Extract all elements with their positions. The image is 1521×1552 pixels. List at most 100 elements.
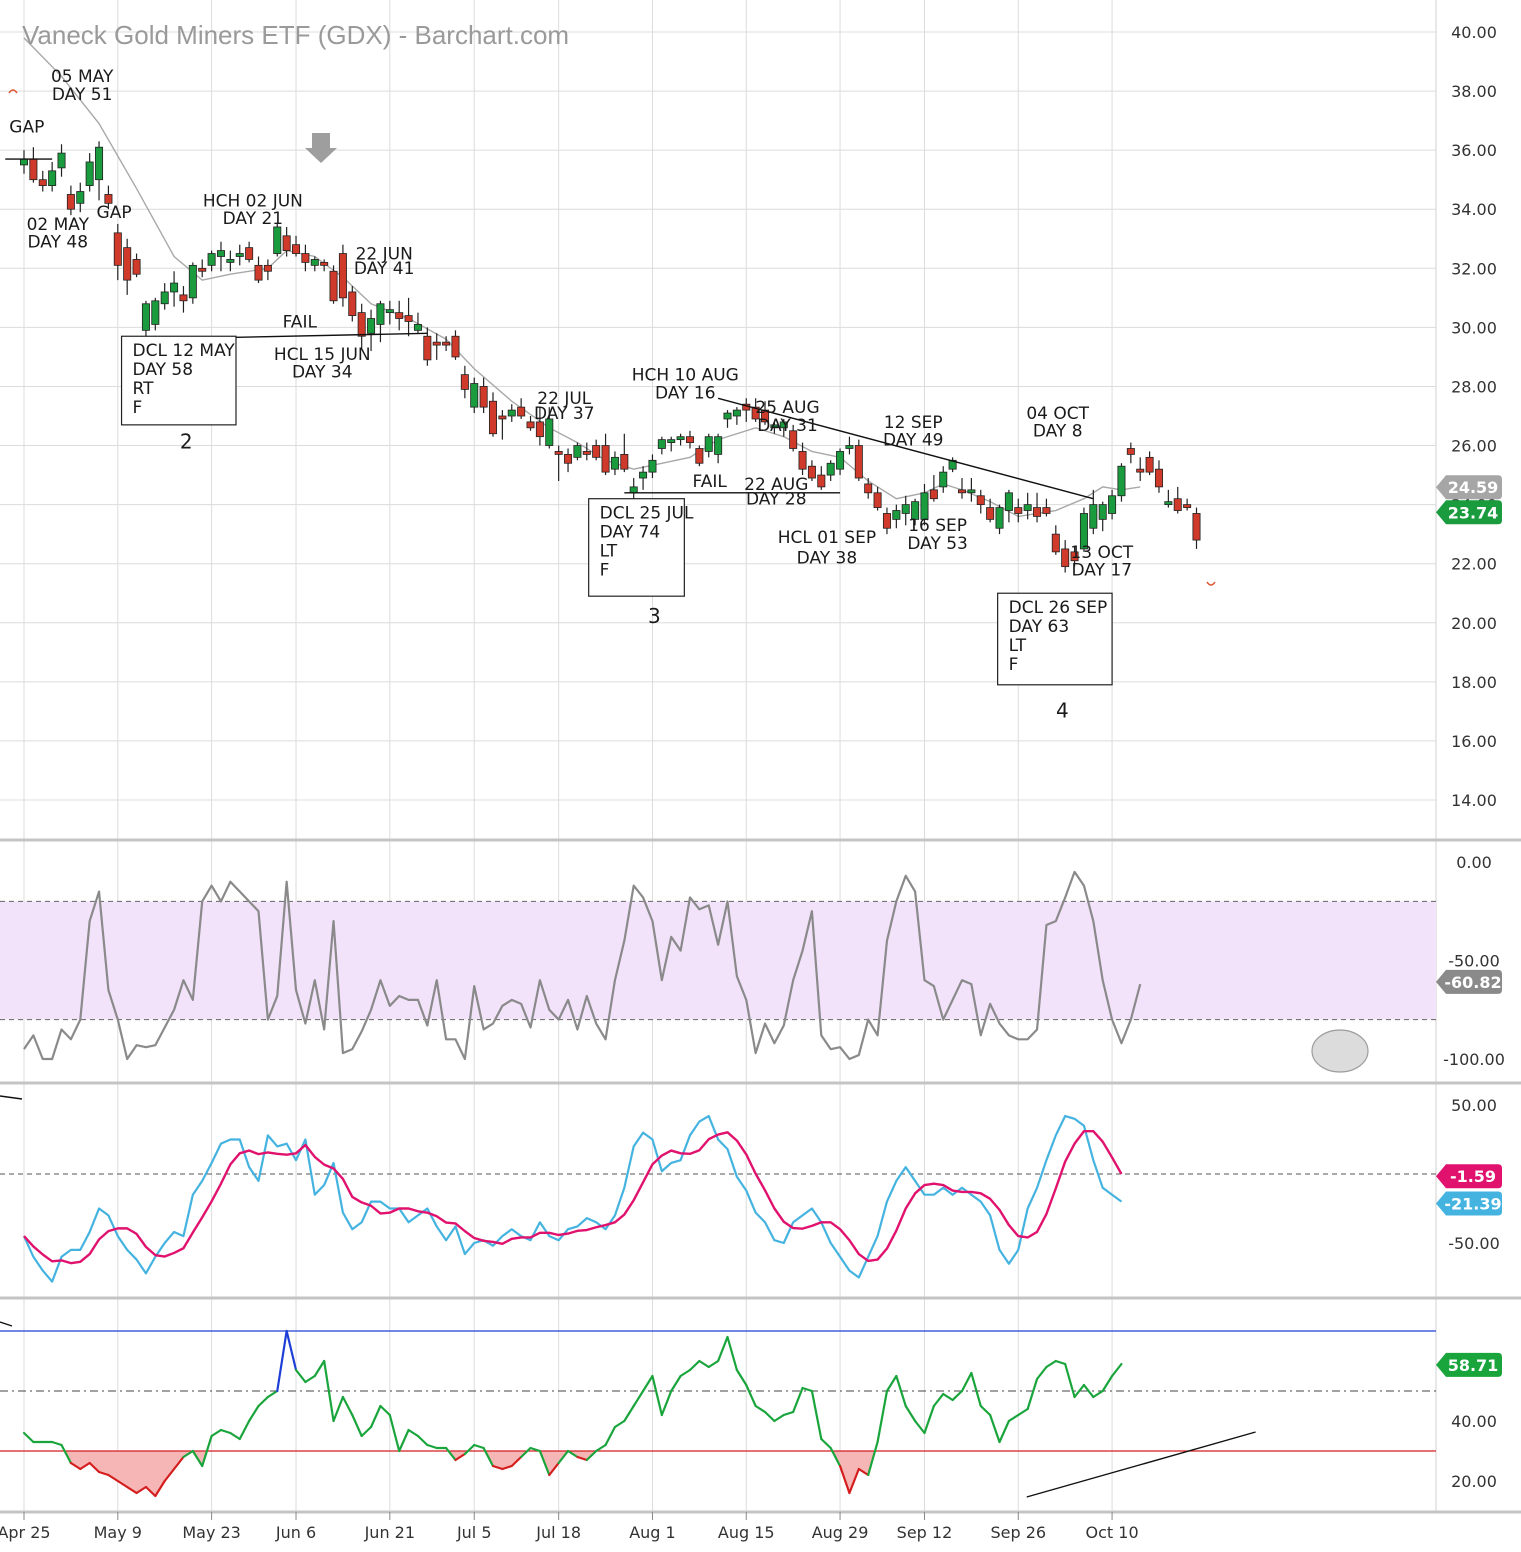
- rsi-segment: [960, 1371, 973, 1393]
- rsi-segment: [857, 1467, 870, 1477]
- rsi-segment: [69, 1461, 82, 1471]
- candle: [761, 401, 770, 425]
- candle-body: [1079, 513, 1088, 550]
- candle: [95, 141, 104, 201]
- candle-body: [610, 456, 619, 470]
- annotation-label: DAY 16: [655, 383, 716, 403]
- candle-body: [761, 409, 770, 423]
- candle-body: [179, 294, 188, 302]
- candle-body: [470, 383, 479, 408]
- candle: [545, 407, 554, 449]
- rsi-segment: [1026, 1377, 1039, 1411]
- candle-body: [817, 474, 826, 488]
- cycle-box-line: DCL 12 MAY: [133, 341, 236, 361]
- candle-body: [432, 341, 441, 346]
- candle: [920, 483, 929, 526]
- rsi-segment: [735, 1368, 748, 1387]
- candle: [329, 265, 338, 304]
- rsi-segment: [904, 1404, 917, 1423]
- annotation-label: DAY 48: [28, 233, 89, 253]
- candle: [113, 224, 122, 281]
- candle: [338, 244, 347, 307]
- oversold-fill: [539, 1451, 569, 1475]
- candle: [976, 489, 985, 514]
- candle: [986, 498, 995, 523]
- rsi-tick-label: 20.00: [1451, 1472, 1497, 1491]
- date-tick-label: Aug 29: [812, 1523, 869, 1542]
- candle: [395, 300, 404, 331]
- oscillator-tag-1-label: -21.39: [1444, 1195, 1501, 1214]
- candle: [695, 445, 704, 467]
- price-tick-label: 28.00: [1451, 377, 1497, 396]
- candle: [657, 436, 666, 455]
- annotation-label: FAIL: [283, 312, 318, 332]
- rsi-segment: [613, 1419, 626, 1429]
- rsi-segment: [1110, 1362, 1123, 1378]
- candle: [535, 407, 544, 446]
- candle: [517, 398, 526, 419]
- candle-body: [854, 445, 863, 479]
- candle: [770, 421, 779, 434]
- candle: [1126, 442, 1135, 464]
- candle-body: [216, 250, 225, 257]
- candle-body: [667, 439, 676, 443]
- rsi-segment: [979, 1404, 992, 1417]
- annotation-label: 3: [648, 604, 661, 628]
- price-tick-label: 18.00: [1451, 673, 1497, 692]
- candle: [301, 244, 310, 272]
- candle-body: [901, 504, 910, 514]
- price-tick-label: 30.00: [1451, 318, 1497, 337]
- annotation-label: DAY 28: [746, 490, 807, 510]
- candle-body: [911, 501, 920, 520]
- candle: [432, 333, 441, 360]
- candle-body: [685, 436, 694, 443]
- rsi-segment: [182, 1449, 194, 1459]
- rsi-segment: [388, 1413, 401, 1453]
- price-tick-label: 38.00: [1451, 82, 1497, 101]
- candle: [789, 424, 798, 452]
- candle-body: [1183, 504, 1192, 508]
- rsi-segment: [604, 1425, 617, 1447]
- annotation-label: 02 MAY: [27, 215, 90, 235]
- rsi-segment: [838, 1464, 851, 1495]
- rsi-segment: [585, 1449, 598, 1462]
- rsi-segment: [707, 1359, 720, 1369]
- rsi-segment: [548, 1461, 560, 1477]
- rsi-segment: [820, 1437, 832, 1450]
- date-tick-label: Jun 21: [364, 1523, 415, 1542]
- rsi-segment: [792, 1386, 804, 1414]
- candle-body: [245, 247, 254, 260]
- candle-body: [273, 226, 282, 254]
- candle-body: [57, 152, 66, 169]
- rsi-segment: [163, 1467, 176, 1483]
- rsi-segment: [754, 1404, 767, 1414]
- candle: [460, 365, 469, 399]
- cycle-box-line: F: [600, 561, 610, 581]
- candle-body: [601, 445, 610, 473]
- rsi-segment: [351, 1413, 363, 1438]
- rsi-tag-shape: [1436, 1352, 1502, 1377]
- candle: [826, 460, 835, 481]
- cycle-high-mark-icon: [8, 89, 18, 94]
- candle-body: [1136, 468, 1145, 473]
- candle-body: [29, 158, 38, 181]
- oscillator-panel: 50.00 -50.00 -1.59 -21.39: [0, 1095, 1502, 1283]
- slow-line: [23, 1130, 1123, 1265]
- candle: [1061, 540, 1070, 573]
- candle-body: [582, 451, 591, 455]
- annotation-label: FAIL: [693, 472, 728, 492]
- candle: [995, 504, 1004, 535]
- rsi-segment: [717, 1335, 729, 1363]
- williams-tick-label: 0.00: [1456, 853, 1492, 872]
- date-tick-label: Sep 12: [897, 1523, 953, 1542]
- oversold-fill: [832, 1451, 876, 1493]
- candle: [1042, 498, 1051, 517]
- date-tick-label: Aug 1: [629, 1523, 676, 1542]
- rsi-segment: [482, 1446, 495, 1468]
- date-tick-label: Jul 5: [456, 1523, 492, 1542]
- rsi-segment: [951, 1389, 964, 1402]
- rsi-segment: [867, 1440, 879, 1477]
- candle: [948, 457, 957, 473]
- rsi-segment: [144, 1485, 157, 1498]
- rsi-segment: [801, 1386, 814, 1393]
